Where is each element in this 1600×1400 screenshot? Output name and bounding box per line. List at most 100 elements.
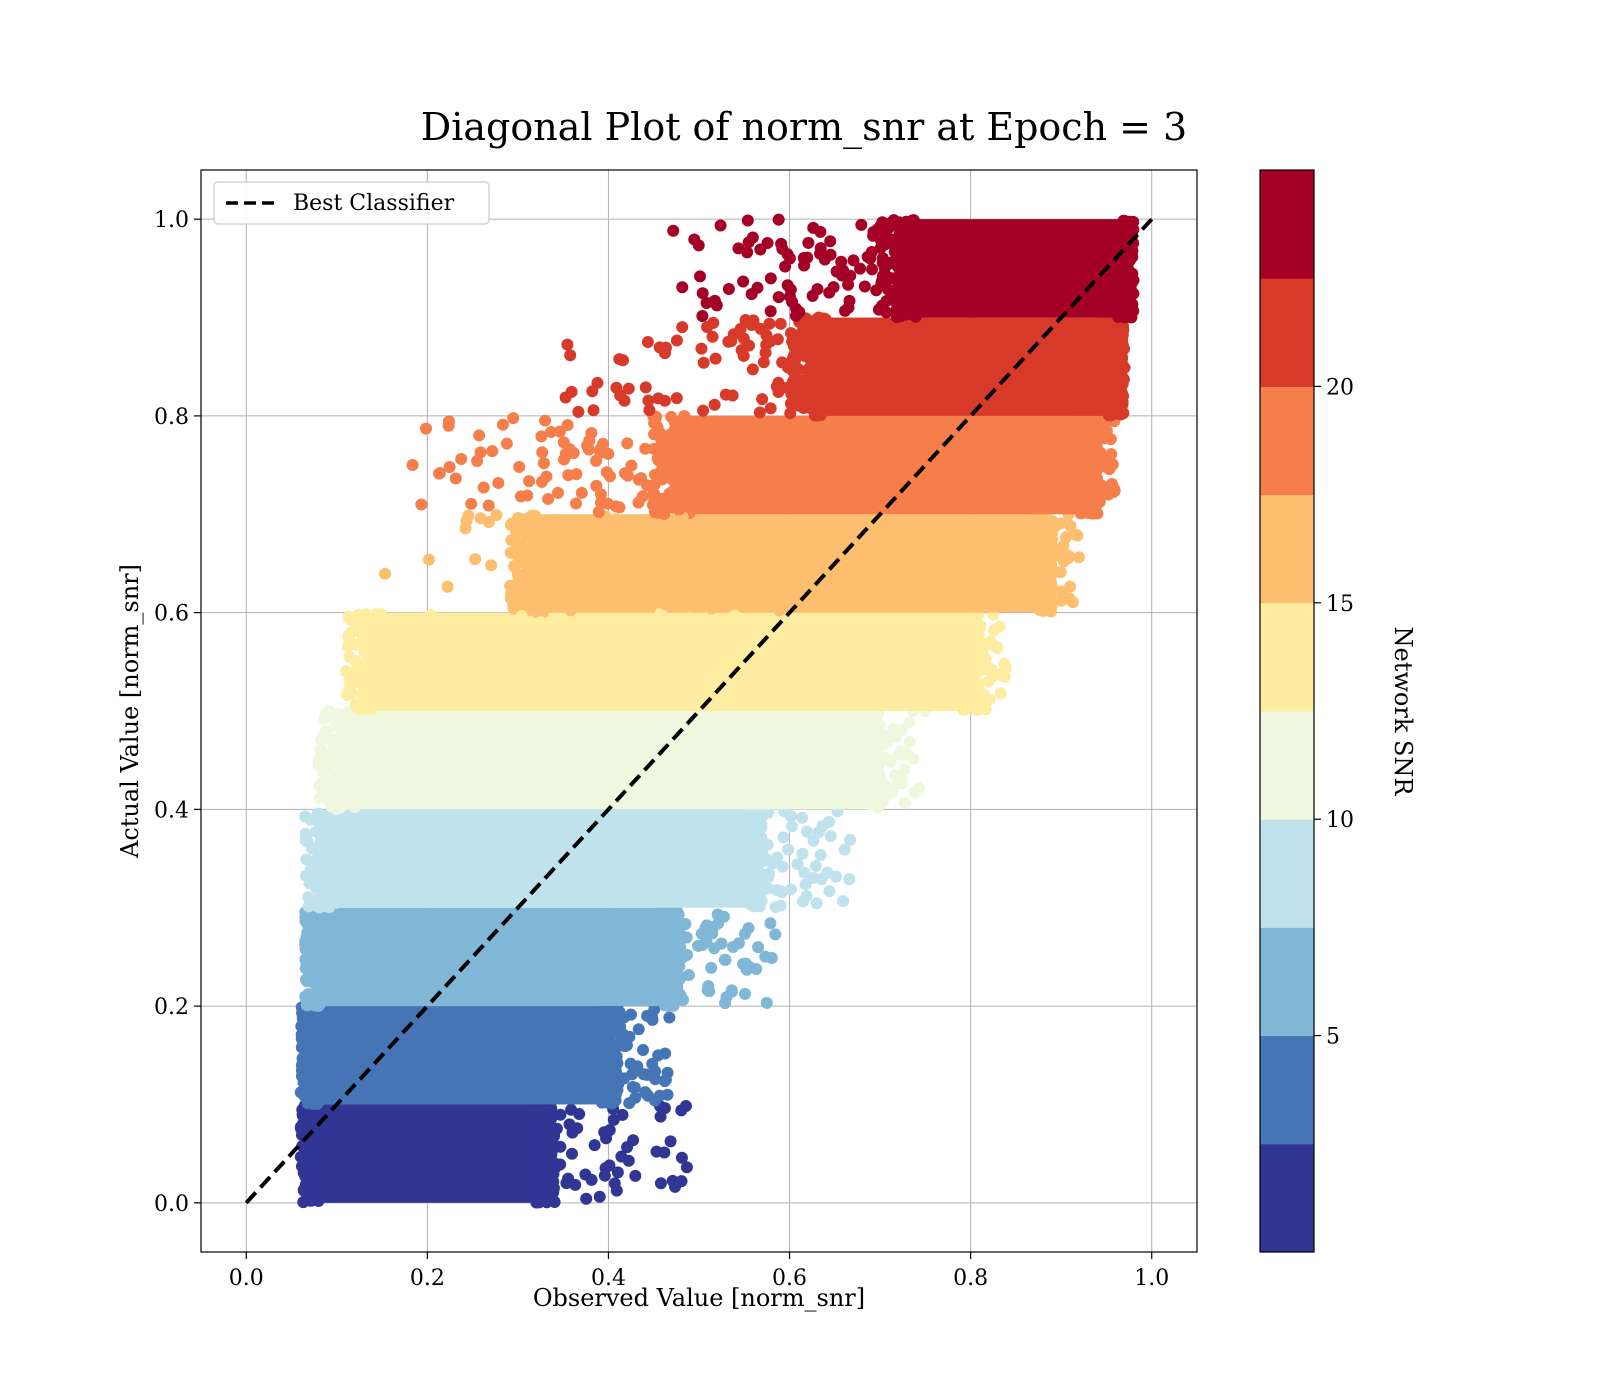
scatter-point	[433, 467, 446, 480]
scatter-point	[1037, 514, 1050, 527]
scatter-point	[356, 687, 369, 700]
scatter-point	[702, 648, 715, 661]
scatter-point	[670, 613, 683, 626]
scatter-point	[597, 624, 610, 637]
scatter-point	[819, 313, 832, 326]
scatter-point	[785, 388, 798, 401]
scatter-spray-8	[559, 314, 822, 419]
scatter-point	[537, 457, 550, 470]
scatter-point	[632, 1023, 645, 1036]
scatter-point	[868, 748, 881, 761]
scatter-point	[658, 1146, 671, 1159]
scatter-point	[711, 526, 724, 539]
scatter-point	[554, 1140, 567, 1153]
scatter-point	[560, 1177, 573, 1190]
scatter-point	[587, 404, 600, 417]
scatter-point	[760, 853, 773, 866]
scatter-point	[344, 724, 357, 737]
scatter-point	[772, 376, 785, 389]
scatter-point	[539, 1140, 552, 1153]
scatter-point	[605, 1021, 618, 1034]
scatter-point	[1112, 405, 1125, 418]
scatter-point	[627, 591, 640, 604]
scatter-point	[299, 1074, 312, 1087]
scatter-point	[823, 885, 836, 898]
scatter-point	[764, 335, 777, 348]
scatter-point	[898, 797, 911, 810]
scatter-point	[705, 636, 718, 649]
scatter-point	[659, 1047, 672, 1060]
scatter-point	[836, 269, 849, 282]
scatter-point	[708, 295, 721, 308]
scatter-point	[785, 820, 798, 833]
scatter-point	[796, 847, 809, 860]
scatter-point	[957, 674, 970, 687]
colorbar-segment-7	[1260, 386, 1314, 496]
scatter-point	[797, 252, 810, 265]
scatter-point	[866, 263, 879, 276]
scatter-point	[510, 526, 523, 539]
scatter-point	[733, 682, 746, 695]
scatter-point	[827, 281, 840, 294]
scatter-point	[741, 246, 754, 259]
y-axis-label: Actual Value [norm_snr]	[116, 564, 144, 859]
scatter-point	[763, 317, 776, 330]
scatter-point	[805, 324, 818, 337]
scatter-point	[335, 776, 348, 789]
scatter-point	[311, 981, 324, 994]
scatter-point	[602, 596, 615, 609]
scatter-point	[695, 673, 708, 686]
scatter-point	[375, 627, 388, 640]
scatter-point	[325, 879, 338, 892]
scatter-point	[967, 643, 980, 656]
scatter-point	[1064, 519, 1077, 532]
scatter-point	[599, 1162, 612, 1175]
scatter-point	[1118, 236, 1131, 249]
scatter-point	[616, 1108, 629, 1121]
scatter-point	[352, 608, 365, 621]
scatter-point	[705, 602, 718, 615]
scatter-point	[703, 593, 716, 606]
y-tick-label: 0.0	[154, 1192, 189, 1217]
scatter-point	[610, 381, 623, 394]
scatter-point	[517, 667, 530, 680]
scatter-point	[572, 405, 585, 418]
scatter-point	[507, 412, 520, 425]
scatter-point	[898, 763, 911, 776]
scatter-point	[312, 1096, 325, 1109]
scatter-point	[648, 487, 661, 500]
scatter-point	[772, 213, 785, 226]
scatter-point	[300, 870, 313, 883]
scatter-point	[574, 596, 587, 609]
scatter-point	[1057, 539, 1070, 552]
scatter-point	[1116, 352, 1129, 365]
scatter-point	[761, 838, 774, 851]
scatter-point	[799, 878, 812, 891]
scatter-point	[669, 496, 682, 509]
scatter-band-1	[294, 1000, 676, 1110]
scatter-band-core	[309, 1104, 546, 1203]
scatter-point	[296, 1109, 309, 1122]
scatter-point	[732, 567, 745, 580]
scatter-point	[553, 425, 566, 438]
scatter-point	[824, 235, 837, 248]
scatter-point	[635, 472, 648, 485]
scatter-point	[547, 632, 560, 645]
scatter-point	[740, 536, 753, 549]
scatter-point	[593, 1075, 606, 1088]
scatter-spray-7	[406, 410, 687, 519]
scatter-point	[672, 417, 685, 430]
x-tick-label: 0.2	[410, 1266, 445, 1291]
scatter-point	[630, 616, 643, 629]
scatter-point	[512, 511, 525, 524]
scatter-point	[749, 870, 762, 883]
scatter-point	[769, 592, 782, 605]
scatter-point	[641, 336, 654, 349]
scatter-point	[711, 565, 724, 578]
scatter-point	[315, 745, 328, 758]
scatter-point	[675, 1104, 688, 1117]
scatter-point	[664, 644, 677, 657]
scatter-point	[786, 295, 799, 308]
scatter-point	[299, 810, 312, 823]
scatter-point	[319, 754, 332, 767]
